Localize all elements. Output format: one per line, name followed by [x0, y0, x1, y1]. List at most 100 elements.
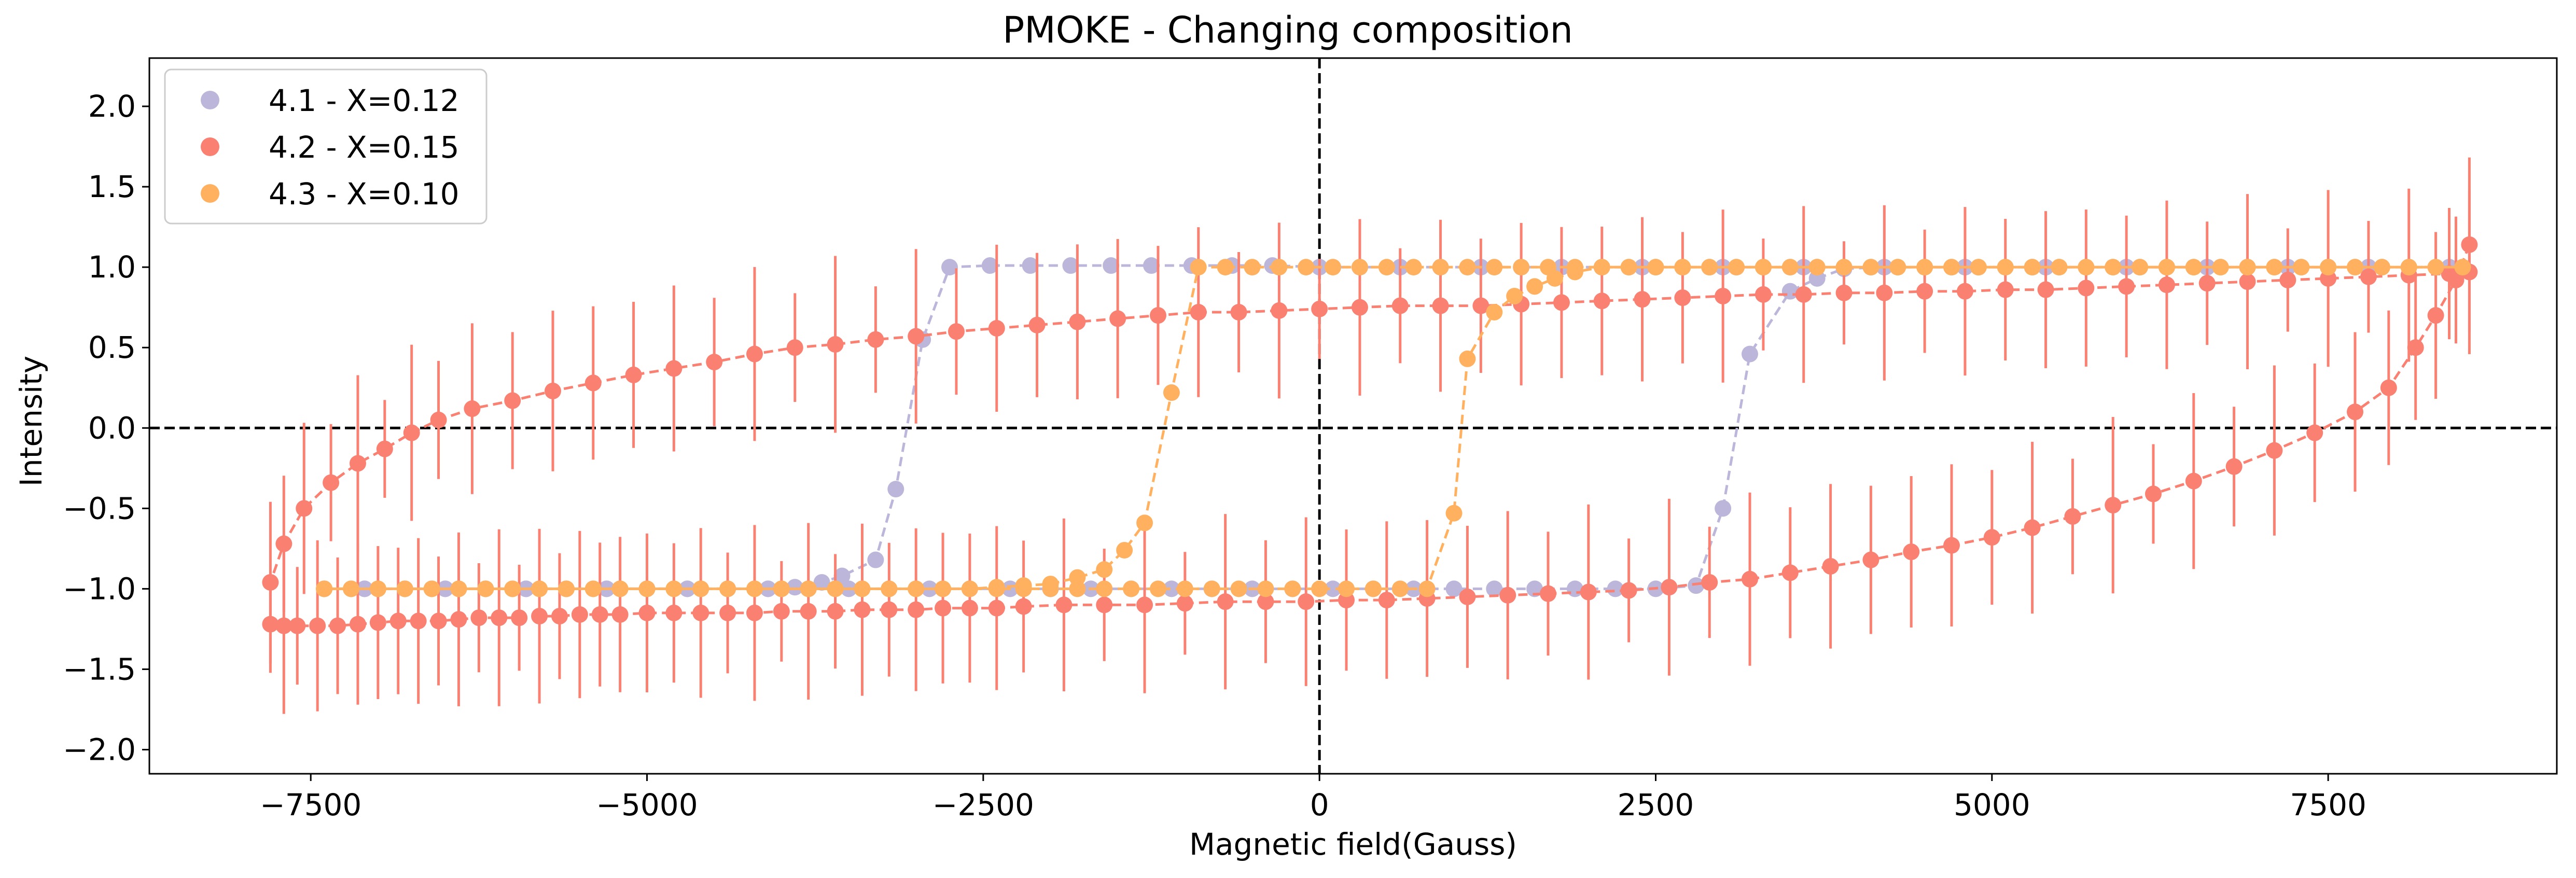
- data-point: [1781, 564, 1799, 581]
- data-point: [1566, 263, 1583, 281]
- data-point: [706, 354, 723, 371]
- data-point: [1486, 259, 1503, 276]
- data-point: [464, 400, 481, 417]
- data-point: [2198, 275, 2216, 292]
- data-point: [1499, 587, 1516, 604]
- data-point: [1405, 259, 1422, 276]
- data-point: [1298, 259, 1315, 276]
- data-point: [450, 611, 467, 628]
- data-point: [396, 580, 413, 597]
- legend-box: [164, 68, 488, 225]
- series-line: [324, 266, 2463, 590]
- y-tick-label: −0.5: [63, 491, 136, 526]
- data-point: [1432, 259, 1449, 276]
- data-point: [2427, 307, 2444, 324]
- legend-marker: [201, 91, 219, 109]
- data-point: [1956, 283, 1973, 300]
- data-point: [389, 612, 407, 630]
- data-point: [1271, 259, 1288, 276]
- data-point: [935, 600, 952, 617]
- data-point: [1688, 577, 1705, 594]
- data-point: [1593, 292, 1610, 310]
- data-point: [296, 500, 313, 517]
- data-point: [2380, 379, 2397, 396]
- data-point: [1378, 592, 1395, 609]
- data-point: [1795, 286, 1812, 303]
- data-point: [531, 608, 548, 625]
- data-point: [1903, 543, 1920, 561]
- data-point: [2454, 259, 2471, 276]
- data-point: [1459, 588, 1476, 605]
- data-point: [1728, 259, 1745, 276]
- data-point: [1230, 580, 1247, 597]
- data-point: [2266, 259, 2283, 276]
- data-point: [2051, 259, 2068, 276]
- data-point: [1096, 561, 1113, 578]
- data-point: [1997, 281, 2014, 298]
- data-point: [638, 580, 656, 597]
- data-point: [719, 580, 736, 597]
- data-point: [2347, 259, 2364, 276]
- series-3: [316, 259, 2471, 597]
- data-point: [827, 336, 844, 353]
- data-point: [1271, 302, 1288, 319]
- data-point: [329, 617, 346, 634]
- data-point: [491, 609, 508, 626]
- data-point: [323, 474, 340, 491]
- data-point: [584, 374, 602, 392]
- data-point: [2185, 472, 2202, 490]
- legend-label: 4.2 - X=0.15: [269, 130, 459, 165]
- data-point: [1143, 257, 1160, 274]
- data-point: [1781, 259, 1799, 276]
- data-point: [369, 614, 386, 631]
- data-point: [665, 360, 683, 377]
- data-point: [1916, 283, 1933, 300]
- data-point: [2024, 259, 2041, 276]
- data-point: [2441, 265, 2458, 282]
- data-point: [369, 580, 386, 597]
- data-point: [2105, 497, 2122, 514]
- data-point: [531, 580, 548, 597]
- legend-marker: [201, 184, 219, 203]
- data-point: [800, 603, 817, 620]
- data-point: [571, 606, 588, 623]
- data-point: [1674, 289, 1691, 306]
- data-point: [1391, 580, 1409, 597]
- data-point: [1715, 500, 1732, 517]
- data-point: [289, 617, 306, 634]
- data-point: [1055, 596, 1073, 614]
- data-point: [1647, 259, 1664, 276]
- data-point: [1822, 558, 1839, 575]
- data-point: [470, 609, 488, 626]
- data-point: [1298, 593, 1315, 610]
- data-point: [1163, 580, 1180, 597]
- data-point: [1338, 580, 1355, 597]
- data-point: [2158, 259, 2175, 276]
- data-point: [746, 345, 763, 363]
- data-point: [1674, 259, 1691, 276]
- data-point: [1203, 580, 1220, 597]
- data-point: [1028, 316, 1046, 333]
- plot-area: [149, 58, 2557, 774]
- data-point: [584, 580, 602, 597]
- data-point: [1149, 580, 1166, 597]
- data-point: [773, 580, 790, 597]
- data-point: [881, 601, 898, 618]
- data-point: [511, 609, 528, 626]
- data-point: [961, 600, 978, 617]
- data-point: [611, 606, 629, 623]
- data-point: [1835, 284, 1853, 301]
- data-point: [349, 616, 366, 633]
- data-point: [1742, 570, 1759, 588]
- data-point: [1418, 580, 1436, 597]
- data-point: [1459, 350, 1476, 367]
- data-point: [1391, 297, 1409, 314]
- data-point: [1042, 580, 1059, 597]
- x-tick-label: −7500: [260, 787, 361, 823]
- data-point: [786, 579, 803, 596]
- data-point: [625, 366, 642, 383]
- data-point: [450, 580, 467, 597]
- data-point: [430, 612, 447, 630]
- data-point: [1015, 598, 1032, 615]
